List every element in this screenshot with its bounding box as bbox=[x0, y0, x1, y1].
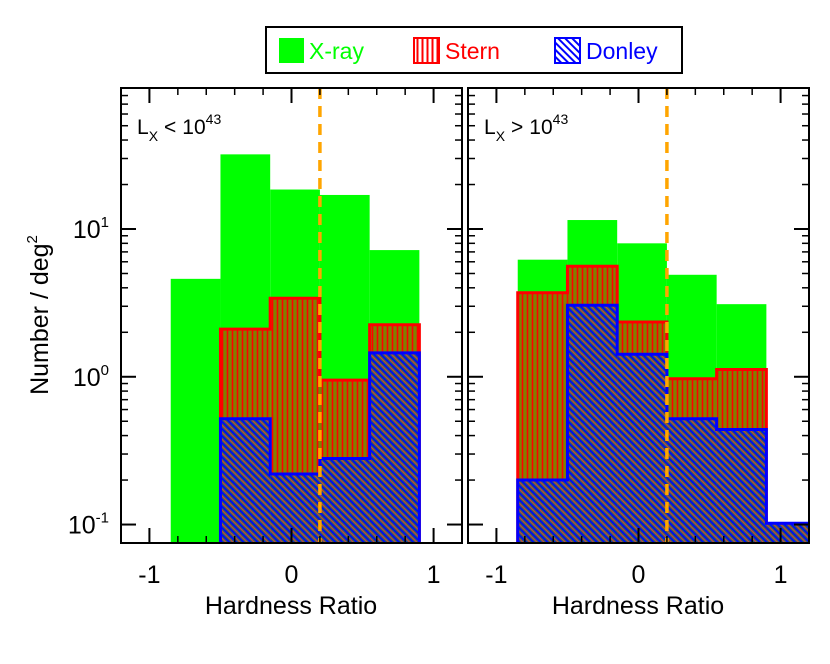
bar-donley-left-1 bbox=[220, 418, 271, 543]
y-tick-label-0: 10-1 bbox=[68, 510, 109, 540]
bar-donley-left-4 bbox=[369, 352, 420, 543]
legend-swatch-xray bbox=[279, 38, 304, 63]
legend-label-xray: X-ray bbox=[309, 38, 364, 64]
y-tick-label-1: 100 bbox=[73, 362, 109, 392]
legend-swatch-donley bbox=[554, 37, 581, 64]
legend-label-stern: Stern bbox=[445, 38, 500, 64]
legend-swatch-stern bbox=[413, 37, 440, 64]
x-tick-label-left-1: 0 bbox=[285, 561, 299, 589]
bar-donley-left-3 bbox=[319, 458, 370, 543]
bar-donley-right-0 bbox=[517, 480, 568, 543]
legend-box bbox=[265, 26, 683, 74]
bar-donley-left-2 bbox=[270, 473, 320, 543]
bars-right bbox=[516, 220, 809, 543]
bars-left bbox=[170, 154, 421, 543]
x-tick-label-right-0: -1 bbox=[485, 561, 507, 589]
x-tick-label-left-2: 1 bbox=[427, 561, 441, 589]
panel-right: -1 0 1 LX >1043 Hardness Ratio bbox=[467, 87, 810, 620]
x-axis-label-left: Hardness Ratio bbox=[205, 592, 377, 620]
legend: X-ray Stern Donley bbox=[265, 26, 683, 74]
y-axis-label: Number / deg2 bbox=[24, 235, 54, 395]
panel-annotation-right: LX >1043 bbox=[484, 111, 568, 144]
bar-x-ray-left-0 bbox=[170, 278, 221, 543]
bar-donley-right-3 bbox=[666, 418, 717, 543]
x-axis-label-right: Hardness Ratio bbox=[552, 592, 724, 620]
ticks-right: -1 0 1 bbox=[467, 87, 810, 589]
ticks-left: -1 0 1 10-1 100 101 bbox=[68, 87, 463, 589]
outline-stern-left bbox=[218, 296, 421, 543]
bar-donley-right-1 bbox=[567, 305, 618, 543]
bar-donley-right-2 bbox=[617, 354, 667, 543]
legend-label-donley: Donley bbox=[586, 38, 658, 64]
x-tick-label-right-2: 1 bbox=[774, 561, 788, 589]
x-tick-label-left-0: -1 bbox=[138, 561, 160, 589]
outline-stern-right bbox=[516, 264, 768, 543]
y-tick-label-2: 101 bbox=[73, 214, 109, 244]
bar-donley-right-5 bbox=[766, 523, 809, 543]
panel-annotation-left: LX <1043 bbox=[137, 111, 221, 144]
bar-donley-right-4 bbox=[716, 429, 767, 543]
x-tick-label-right-1: 0 bbox=[632, 561, 646, 589]
panel-left: -1 0 1 10-1 100 101 LX <1043 Hardness Ratio bbox=[68, 87, 463, 620]
